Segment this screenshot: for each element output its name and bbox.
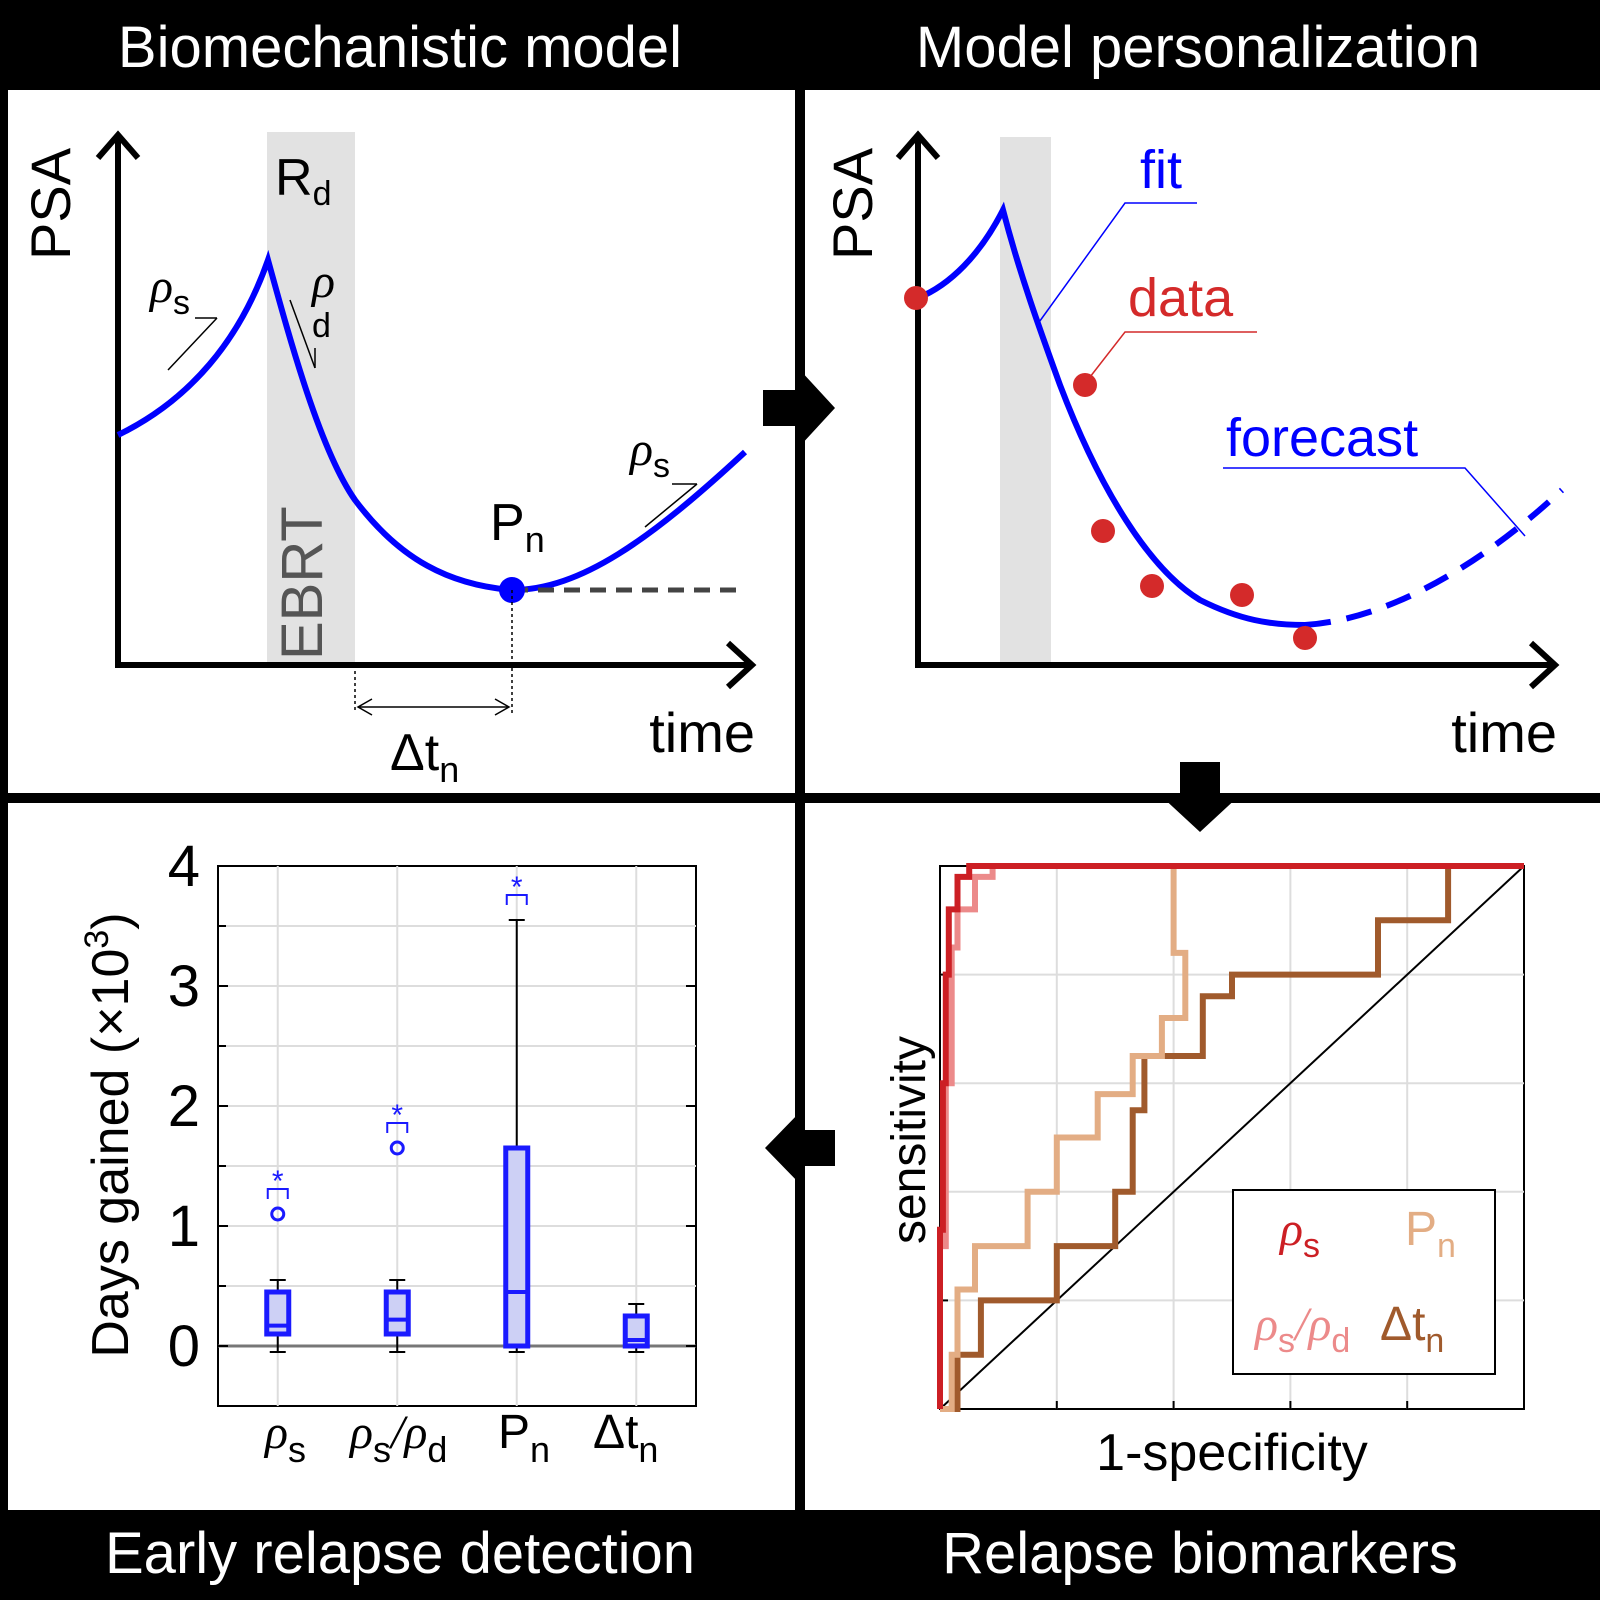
box-outlier <box>270 1206 286 1222</box>
data-point <box>1140 574 1164 598</box>
fit-leader <box>1036 202 1197 326</box>
y-axis-2-arrow-icon <box>895 130 941 160</box>
roc-chart: 1-specificity sensitivity ρs Pn ρs/ρd Δt… <box>883 863 1525 1482</box>
roc-ylabel: sensitivity <box>883 1036 936 1244</box>
forecast-leader <box>1223 467 1526 537</box>
roc-series-line <box>940 863 1524 1412</box>
title-biomarkers: Relapse biomarkers <box>942 1521 1458 1586</box>
legend-rho-ratio: ρs/ρd <box>1253 1298 1350 1360</box>
roc-series-line <box>940 863 1524 1412</box>
panel-model <box>8 90 795 793</box>
data-point <box>1230 583 1254 607</box>
rate-s-left-slope <box>167 317 218 371</box>
box-plot-area <box>217 865 697 1407</box>
rate-s-right: ρs <box>628 423 670 485</box>
data-point <box>1091 519 1115 543</box>
significance-star: * <box>391 1099 403 1132</box>
y-axis-arrow-icon <box>95 130 141 160</box>
box-xtick-rho-s: ρs <box>263 1406 306 1470</box>
ebrt-label: EBRT <box>270 506 335 660</box>
data-point <box>1293 626 1317 650</box>
rate-s-right-slope <box>644 483 698 528</box>
data-leader <box>1089 331 1257 378</box>
data-point <box>1073 373 1097 397</box>
box-iqr <box>264 1289 292 1337</box>
x-axis-2-arrow-icon <box>1528 640 1560 690</box>
box-xtick-rho-ratio: ρs/ρd <box>348 1406 447 1470</box>
significance-star: * <box>272 1165 284 1198</box>
fit-curve <box>916 201 1306 628</box>
title-personalization: Model personalization <box>916 15 1480 80</box>
legend-pn: Pn <box>1405 1203 1456 1265</box>
roc-series-line <box>937 863 1524 1409</box>
model-ylabel: PSA <box>19 147 82 260</box>
roc-xlabel: 1-specificity <box>1096 1424 1368 1482</box>
significance-bracket <box>266 1188 289 1199</box>
personalization-ylabel: PSA <box>821 147 884 260</box>
model-xlabel: time <box>649 701 755 764</box>
box-ylabel: Days gained (×103) <box>78 912 140 1357</box>
nadir-label: Pn <box>490 494 545 560</box>
fit-label: fit <box>1140 140 1182 200</box>
box-outlier <box>389 1140 405 1156</box>
rate-d-slope <box>289 299 316 369</box>
box-ytick-label: 4 <box>168 834 200 899</box>
roc-legend <box>1232 1189 1496 1375</box>
title-detection: Early relapse detection <box>105 1521 695 1586</box>
data-label: data <box>1128 268 1234 328</box>
panel-personalization <box>805 90 1600 793</box>
box-ytick-label: 1 <box>168 1194 200 1259</box>
interval-arrow-left-icon <box>356 698 373 716</box>
interval-label: Δtn <box>390 724 459 790</box>
box-ytick-label: 3 <box>168 954 200 1019</box>
significance-star: * <box>511 871 523 904</box>
box-iqr <box>503 1145 531 1349</box>
box-yticks: 0 1 2 3 4 <box>168 834 696 1379</box>
interval-arrow-right-icon <box>494 698 511 716</box>
roc-series <box>937 863 1524 1412</box>
significance-bracket <box>386 1122 409 1133</box>
rd-label: Rd <box>275 149 331 213</box>
data-point <box>904 286 928 310</box>
arrow-down-icon <box>1160 762 1240 832</box>
roc-series-line <box>937 863 1524 1409</box>
personalization-diagram: PSA time fit data forecast <box>821 130 1565 764</box>
legend-dt-n: Δtn <box>1380 1298 1444 1360</box>
rate-s-left: ρs <box>148 260 190 322</box>
box-ytick-label: 2 <box>168 1074 200 1139</box>
personalization-xlabel: time <box>1451 701 1557 764</box>
box-chart: 0 1 2 3 4 * * * Days gained (×103) ρs ρs/ρd Pn… <box>78 834 697 1470</box>
legend-rho-s: ρs <box>1278 1203 1320 1265</box>
box-xtick-dt-n: Δtn <box>593 1406 658 1470</box>
forecast-label: forecast <box>1226 408 1418 468</box>
title-model: Biomechanistic model <box>118 15 682 80</box>
box-iqr <box>383 1289 411 1337</box>
roc-diagonal <box>939 865 1525 1410</box>
arrow-left-icon <box>765 1112 835 1184</box>
significance-bracket <box>505 894 528 905</box>
box-marks: * * * <box>264 871 650 1353</box>
forecast-curve <box>1304 487 1565 628</box>
x-axis-arrow-icon <box>725 640 757 690</box>
box-ytick-label: 0 <box>168 1314 200 1379</box>
box-xtick-pn: Pn <box>498 1406 550 1470</box>
arrow-right-icon <box>763 370 835 446</box>
psa-curve <box>116 249 748 594</box>
